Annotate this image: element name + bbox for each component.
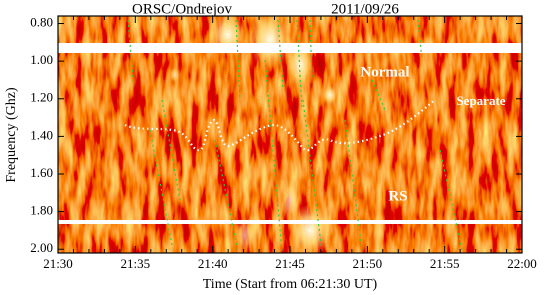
x-tick-label: 21:50 bbox=[353, 256, 383, 271]
y-tick-label: 1.80 bbox=[30, 203, 53, 218]
x-tick-label: 21:55 bbox=[430, 256, 460, 271]
x-tick-label: 21:40 bbox=[198, 256, 228, 271]
y-tick-label: 0.80 bbox=[30, 15, 53, 30]
y-tick-label: 2.00 bbox=[30, 240, 53, 255]
x-tick-label: 21:35 bbox=[121, 256, 151, 271]
x-tick-label: 21:45 bbox=[275, 256, 305, 271]
y-tick-label: 1.60 bbox=[30, 165, 53, 180]
y-axis-label: Frequency (Ghz) bbox=[4, 87, 19, 183]
x-tick-label: 21:30 bbox=[43, 256, 73, 271]
chart-subtitle: 2011/09/26 bbox=[331, 1, 399, 17]
annotation: Separate bbox=[456, 93, 505, 108]
x-axis-label: Time (Start from 06:21:30 UT) bbox=[203, 277, 378, 292]
separate-curve bbox=[124, 99, 436, 152]
spectrogram-image bbox=[58, 16, 522, 253]
chart-title: ORSC/Ondrejov bbox=[132, 1, 233, 17]
x-tick-label: 22:00 bbox=[507, 256, 537, 271]
y-tick-label: 1.40 bbox=[30, 127, 53, 142]
y-tick-label: 1.00 bbox=[30, 52, 53, 67]
annotation: RS bbox=[388, 188, 407, 204]
y-tick-label: 1.20 bbox=[30, 90, 53, 105]
annotation: Normal bbox=[360, 64, 409, 80]
